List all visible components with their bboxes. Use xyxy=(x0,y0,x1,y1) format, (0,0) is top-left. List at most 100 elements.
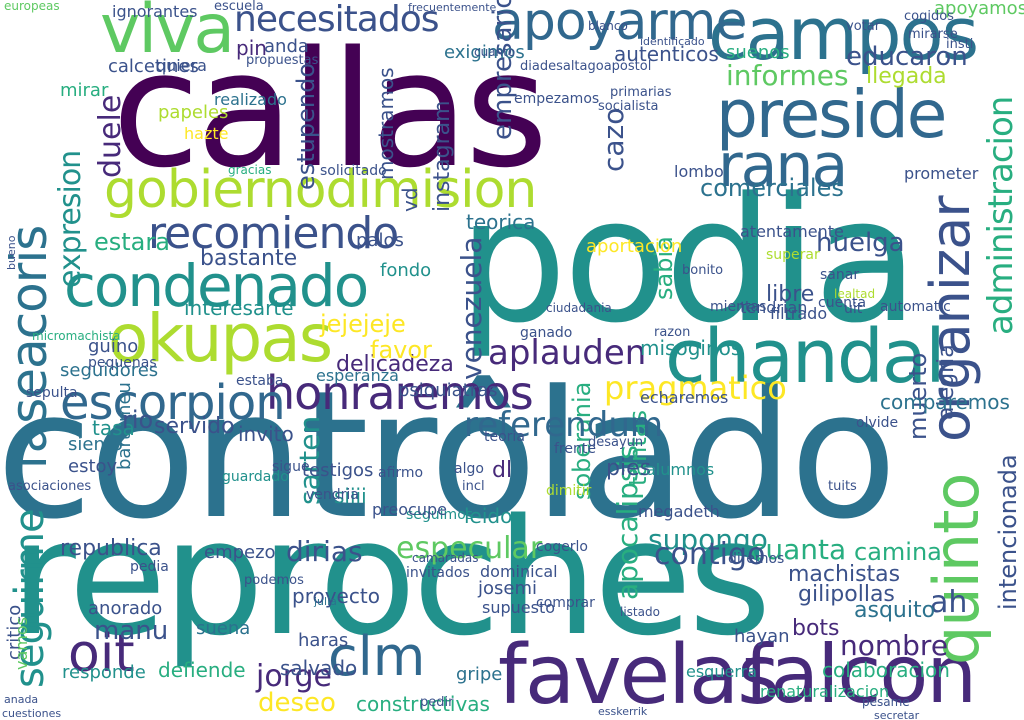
word: viva xyxy=(100,0,235,69)
word: estupendo xyxy=(292,62,320,190)
word: algo xyxy=(454,461,484,477)
word: misoginos xyxy=(640,336,742,360)
word: expresion xyxy=(53,150,88,288)
word: pin xyxy=(236,36,267,60)
word: escuela xyxy=(214,0,264,14)
word: diremos xyxy=(728,551,785,567)
word: listado xyxy=(620,605,660,619)
word: cogerlo xyxy=(536,539,588,555)
word: supuesto xyxy=(482,598,556,617)
word: tasa xyxy=(92,416,135,440)
word: suenos xyxy=(726,42,790,63)
word: gilipollas xyxy=(798,582,895,607)
word: testigos xyxy=(302,460,374,481)
word: secretar xyxy=(874,709,920,720)
word: educaron xyxy=(846,42,968,72)
word: pies xyxy=(606,456,652,481)
word: micromachista xyxy=(32,329,121,343)
word: duele xyxy=(93,94,128,178)
word: rana xyxy=(718,131,848,201)
word: olvide xyxy=(856,415,899,431)
word: insti xyxy=(946,37,974,52)
word: apoyamos xyxy=(934,0,1024,19)
word: manu xyxy=(94,616,169,646)
word: campos xyxy=(708,0,979,76)
word: aplauden xyxy=(488,333,647,373)
word: bastante xyxy=(200,246,298,271)
word: invito xyxy=(238,422,294,446)
word: lombo xyxy=(674,162,724,181)
word: vd xyxy=(398,187,422,212)
word: camina xyxy=(854,538,942,566)
word: jorge xyxy=(256,659,332,694)
word: echaremos xyxy=(640,388,729,407)
word: contrôlado xyxy=(0,353,897,558)
word: informes xyxy=(726,59,849,92)
word: dl xyxy=(492,458,513,483)
word: dirias xyxy=(286,535,363,568)
word: teorica xyxy=(466,210,536,234)
word: estara xyxy=(94,228,170,256)
word: anada xyxy=(4,693,39,706)
word: dominical xyxy=(480,562,558,581)
word: haras xyxy=(298,630,349,651)
word: venezuela xyxy=(455,236,488,380)
word: hazte xyxy=(184,124,229,143)
word: oit xyxy=(68,624,135,684)
word: votar xyxy=(846,19,881,34)
word: mientas xyxy=(710,299,767,315)
word: autenticos xyxy=(614,42,719,66)
word: propuestas xyxy=(246,53,319,68)
word: solicitado xyxy=(320,163,387,179)
word: delicadeza xyxy=(336,352,454,377)
word: exigimos xyxy=(444,42,525,63)
word: seguidores xyxy=(60,360,159,381)
word: bueno xyxy=(5,235,18,270)
word: seguimos xyxy=(406,507,474,523)
word: fondo xyxy=(380,260,432,281)
word: cogidos xyxy=(904,9,954,24)
word: republica xyxy=(60,536,162,561)
word: nombre xyxy=(840,629,949,662)
word: servido xyxy=(154,414,235,439)
word: gracias xyxy=(228,163,272,177)
word: referendum xyxy=(464,405,663,445)
word: josemi xyxy=(478,578,538,599)
word: reproches xyxy=(10,484,772,671)
word: huelga xyxy=(816,228,905,258)
word: preside xyxy=(716,76,947,153)
word: supongo xyxy=(648,523,768,556)
word: proyecto xyxy=(292,584,380,608)
word: incl xyxy=(462,479,485,494)
word: apoyarme xyxy=(492,0,747,52)
word: preocupe xyxy=(372,500,447,519)
word: europeas xyxy=(4,0,60,13)
word: colaboracion xyxy=(822,658,950,682)
word: ganado xyxy=(520,325,573,341)
word: julia xyxy=(314,595,337,608)
word: quiera xyxy=(156,56,207,75)
word: mirarse xyxy=(908,27,958,42)
word: razon xyxy=(654,325,691,340)
word: afirmo xyxy=(378,465,424,481)
word: gripe xyxy=(456,664,503,685)
word: sepulta xyxy=(26,385,78,401)
word: callas xyxy=(112,16,548,203)
word: chandal xyxy=(665,314,946,400)
word: administracion xyxy=(981,96,1021,335)
word: teoria xyxy=(484,429,525,445)
word: anorado xyxy=(88,598,163,619)
word: empezamos xyxy=(514,91,600,107)
word: machistas xyxy=(788,562,901,587)
word: cuenta xyxy=(818,295,867,311)
word: intencionada xyxy=(994,454,1022,610)
word: leido xyxy=(464,504,513,528)
word: hayan xyxy=(734,626,790,647)
word: escorpion xyxy=(60,375,286,431)
word: filtrado xyxy=(770,304,828,323)
word: diadesaltagoapostol xyxy=(520,59,652,74)
word: estoy xyxy=(68,456,118,477)
word: pragmatico xyxy=(604,369,787,407)
word: primarias xyxy=(610,85,672,100)
word: clm xyxy=(328,625,426,688)
